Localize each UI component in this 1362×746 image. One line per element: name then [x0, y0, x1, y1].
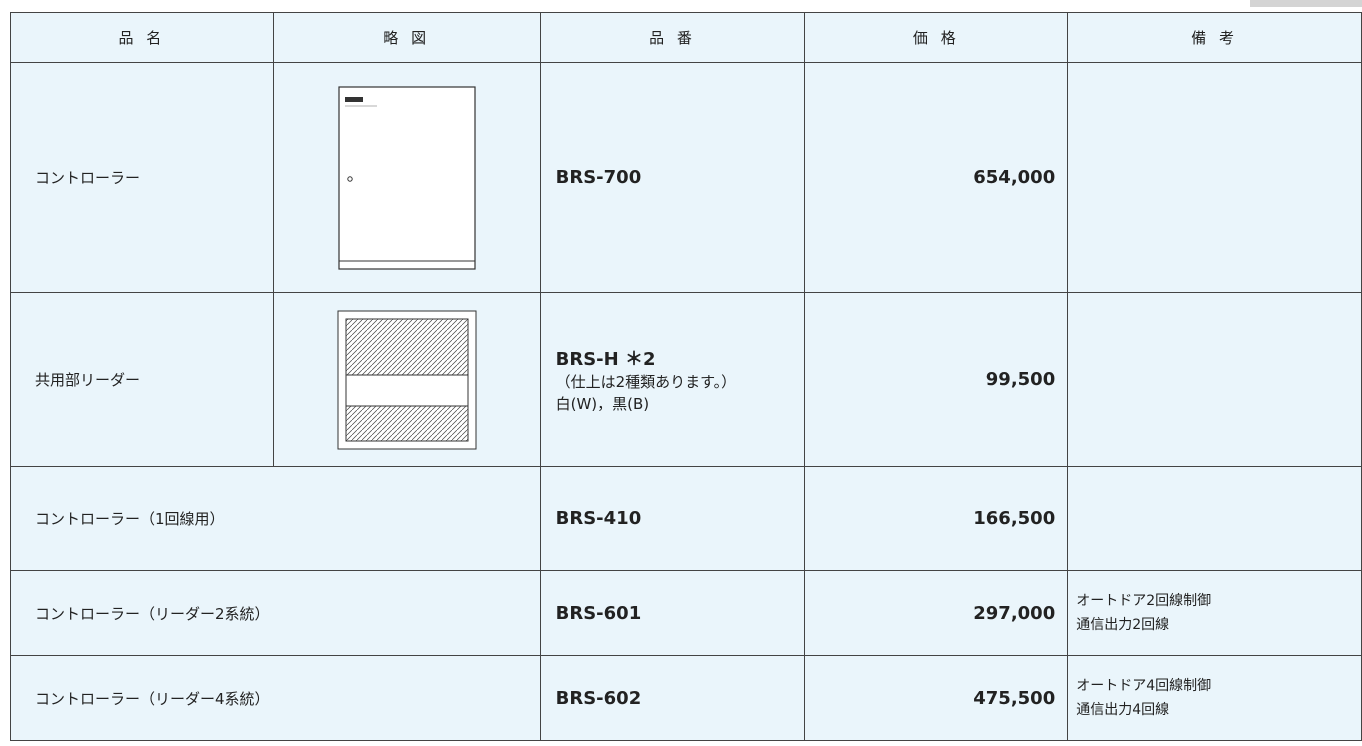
header: 略 図: [272, 12, 541, 63]
item-name: コントローラー: [10, 62, 274, 293]
price: 475,500: [804, 655, 1069, 741]
header: 品 名: [10, 12, 274, 63]
price: 166,500: [804, 466, 1069, 571]
part-number: BRS-601: [555, 602, 642, 624]
part-cell: BRS-700: [539, 62, 806, 293]
item-name: コントローラー（1回線用）: [10, 466, 541, 571]
part-number: BRS-H ＊2: [555, 348, 656, 370]
header: 価 格: [804, 12, 1069, 63]
part-note: （仕上は2種類あります。）: [555, 372, 737, 391]
part-number: BRS-410: [555, 508, 642, 529]
header-row: 品 名 略 図 品 番 価 格 備 考: [10, 12, 1362, 63]
part-cell: BRS-602: [539, 655, 806, 741]
part-cell: BRS-H ＊2 （仕上は2種類あります。） 白(W)，黒(B): [539, 292, 806, 467]
row: コントローラー（リーダー4系統） BRS-602 475,500 オートドア4回…: [10, 655, 1362, 741]
remark: オートドア4回線制御: [1076, 678, 1212, 694]
drawing-cell: [272, 292, 541, 467]
tab: [1250, 0, 1362, 7]
part-number: BRS-602: [555, 687, 642, 709]
item-name: 共用部リーダー: [10, 292, 274, 467]
drawing-cell: [272, 62, 541, 293]
price: 99,500: [804, 292, 1069, 467]
part-cell: BRS-410: [539, 466, 806, 571]
price-table: 品 名 略 図 品 番 価 格 備 考 コントローラー BRS-700 654,…: [10, 12, 1362, 741]
part-number: BRS-700: [555, 167, 642, 188]
remarks-cell: オートドア4回線制御 通信出力4回線: [1067, 655, 1362, 741]
price: 654,000: [804, 62, 1069, 293]
header: 備 考: [1067, 12, 1362, 63]
remarks-cell: [1067, 62, 1362, 293]
header: 品 番: [539, 12, 806, 63]
remark: 通信出力4回線: [1076, 702, 1170, 718]
part-note: 白(W)，黒(B): [555, 394, 650, 413]
remark: 通信出力2回線: [1076, 617, 1170, 633]
item-name: コントローラー（リーダー2系統）: [10, 570, 541, 656]
remarks-cell: [1067, 292, 1362, 467]
row: コントローラー（リーダー2系統） BRS-601 297,000 オートドア2回…: [10, 570, 1362, 656]
remarks-cell: オートドア2回線制御 通信出力2回線: [1067, 570, 1362, 656]
part-cell: BRS-601: [539, 570, 806, 656]
price: 297,000: [804, 570, 1069, 656]
reader-drawing: [337, 310, 477, 449]
item-name: コントローラー（リーダー4系統）: [10, 655, 541, 741]
controller-drawing: [338, 85, 476, 270]
remarks-cell: [1067, 466, 1362, 571]
remark: オートドア2回線制御: [1076, 593, 1212, 609]
row: 共用部リーダー BRS-H ＊2 （仕上は2種類あります。） 白(W)，黒(B)…: [10, 292, 1362, 467]
row: コントローラー BRS-700 654,000: [10, 62, 1362, 293]
row: コントローラー（1回線用） BRS-410 166,500: [10, 466, 1362, 571]
